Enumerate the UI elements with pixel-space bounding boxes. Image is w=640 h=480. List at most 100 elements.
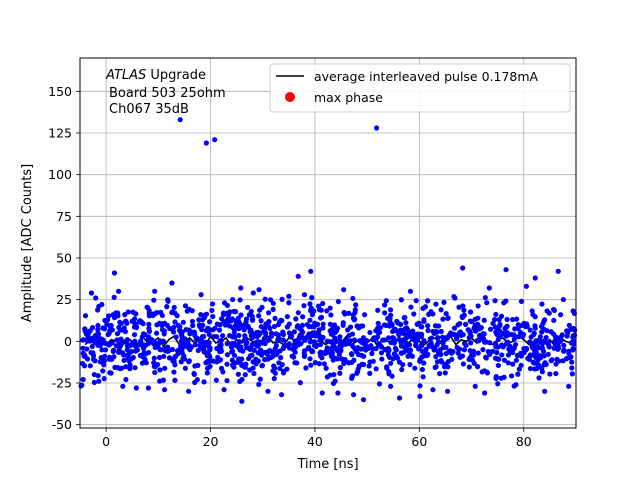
data-point xyxy=(541,338,547,344)
data-point xyxy=(445,364,451,370)
data-point xyxy=(459,353,466,359)
data-point xyxy=(306,324,312,330)
data-point xyxy=(284,342,290,348)
data-point xyxy=(121,325,127,331)
data-point xyxy=(530,359,536,365)
data-point xyxy=(244,304,251,311)
data-point xyxy=(359,361,365,367)
data-point xyxy=(356,325,362,331)
data-point xyxy=(98,354,104,361)
data-point xyxy=(338,356,345,362)
data-point xyxy=(133,348,139,354)
data-point xyxy=(429,343,435,350)
data-point xyxy=(569,371,576,377)
data-point xyxy=(481,317,487,323)
data-point xyxy=(206,331,212,337)
data-point xyxy=(218,365,225,371)
data-point xyxy=(334,356,340,362)
data-point xyxy=(250,359,256,365)
data-point xyxy=(114,337,120,343)
data-point xyxy=(553,370,559,377)
data-point-outlier xyxy=(335,390,341,396)
data-point xyxy=(386,348,392,354)
data-point xyxy=(329,350,336,357)
data-point xyxy=(351,317,357,323)
annotation-line-1: ATLAS Upgrade xyxy=(105,68,206,83)
data-point xyxy=(366,363,372,369)
data-point xyxy=(494,349,500,356)
data-point xyxy=(175,322,182,328)
data-point xyxy=(414,321,421,327)
data-point xyxy=(157,367,163,373)
data-point-outlier xyxy=(319,390,325,396)
data-point-outlier xyxy=(286,293,292,299)
data-point xyxy=(527,339,533,345)
data-point-outlier xyxy=(278,392,285,398)
data-point xyxy=(504,332,511,338)
y-tick-label: 150 xyxy=(48,84,72,99)
data-point xyxy=(176,327,183,333)
data-point xyxy=(425,298,431,304)
data-point xyxy=(214,359,220,365)
data-point-outlier xyxy=(301,292,308,298)
data-point xyxy=(475,350,481,356)
data-point xyxy=(256,313,262,319)
data-point xyxy=(172,377,178,383)
data-point-outlier xyxy=(88,290,95,296)
data-point xyxy=(111,294,117,300)
data-point xyxy=(295,310,301,316)
data-point xyxy=(403,341,410,347)
data-point xyxy=(412,365,418,371)
data-point xyxy=(256,381,262,388)
data-point xyxy=(394,355,401,361)
data-point xyxy=(187,347,193,353)
x-axis-ticks: 0 20 40 60 80 xyxy=(102,428,532,449)
data-point xyxy=(403,335,410,341)
data-point xyxy=(242,333,248,339)
data-point xyxy=(569,326,576,332)
data-point xyxy=(224,361,230,367)
data-point xyxy=(503,298,509,304)
annotation-line-2: Board 503 25ohm xyxy=(109,86,226,101)
data-point xyxy=(380,337,386,343)
data-point xyxy=(417,356,423,362)
data-point-outlier xyxy=(542,388,548,394)
data-point xyxy=(315,303,322,309)
data-point xyxy=(229,357,235,363)
data-point xyxy=(90,356,97,362)
data-point xyxy=(552,341,559,347)
data-point xyxy=(218,337,224,344)
data-point xyxy=(451,325,458,331)
data-point-outlier xyxy=(503,267,509,273)
data-point xyxy=(288,333,295,339)
data-point xyxy=(231,352,238,358)
data-point xyxy=(209,301,216,307)
data-point xyxy=(475,303,481,309)
data-point xyxy=(95,322,101,329)
data-point xyxy=(231,364,237,370)
data-point xyxy=(516,366,522,372)
data-point-outlier xyxy=(177,117,183,123)
data-point-outlier xyxy=(239,398,245,404)
data-point-outlier xyxy=(444,388,451,394)
data-point xyxy=(130,354,136,361)
data-point xyxy=(159,312,165,319)
data-point xyxy=(89,343,95,350)
data-point xyxy=(243,316,250,322)
data-point xyxy=(273,342,279,349)
data-point xyxy=(324,308,330,314)
data-point xyxy=(443,350,449,357)
data-point xyxy=(399,366,405,373)
data-point xyxy=(489,348,496,354)
y-tick-label: 0 xyxy=(64,334,72,349)
x-axis-label: Time [ns] xyxy=(296,457,358,472)
data-point xyxy=(214,321,220,327)
data-point xyxy=(127,362,133,368)
data-point xyxy=(87,328,93,334)
data-point xyxy=(201,312,208,318)
data-point xyxy=(248,333,254,339)
data-point xyxy=(467,318,473,324)
data-point xyxy=(349,375,355,381)
data-point xyxy=(110,348,116,354)
data-point xyxy=(418,333,424,340)
